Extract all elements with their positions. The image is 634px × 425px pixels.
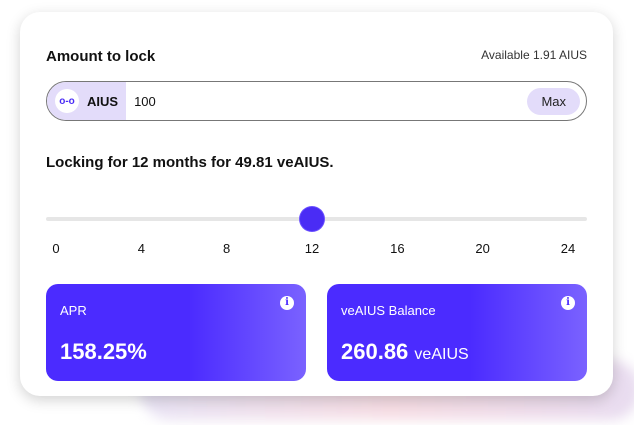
slider-tick-label: 24 (560, 241, 576, 256)
max-button[interactable]: Max (527, 87, 580, 115)
locking-summary: Locking for 12 months for 49.81 veAIUS. (46, 154, 334, 171)
amount-input-field[interactable]: o-o AIUS 100 Max (46, 81, 587, 121)
balance-number: 260.86 (341, 339, 409, 364)
slider-tick-label: 16 (390, 241, 405, 256)
slider-tick-label: 0 (52, 241, 60, 256)
info-icon[interactable]: i (561, 296, 575, 310)
slider-thumb[interactable] (300, 207, 324, 231)
slider-tick-label: 20 (475, 241, 490, 256)
lock-duration-slider[interactable] (46, 207, 587, 231)
slider-tick-label: 4 (137, 241, 145, 256)
apr-value: 158.25% (60, 339, 147, 365)
balance-value: 260.86 veAIUS (341, 339, 469, 365)
info-icon[interactable]: i (280, 296, 294, 310)
link-icon: o-o (55, 89, 79, 113)
token-selector: o-o AIUS (47, 82, 127, 120)
lock-card: Amount to lock Available 1.91 AIUS o-o A… (20, 12, 613, 396)
balance-unit: veAIUS (414, 346, 469, 363)
apr-label: APR (60, 303, 87, 318)
slider-tick-label: 8 (223, 241, 231, 256)
amount-input[interactable]: 100 (134, 93, 156, 109)
available-balance: Available 1.91 AIUS (481, 48, 587, 62)
slider-tick-label: 12 (304, 241, 320, 256)
apr-number: 158.25% (60, 339, 147, 364)
token-label: AIUS (87, 93, 119, 109)
amount-to-lock-label: Amount to lock (46, 48, 156, 65)
balance-label: veAIUS Balance (341, 303, 436, 318)
veaius-balance-card: veAIUS Balance i 260.86 veAIUS (327, 284, 587, 381)
apr-card: APR i 158.25% (46, 284, 306, 381)
